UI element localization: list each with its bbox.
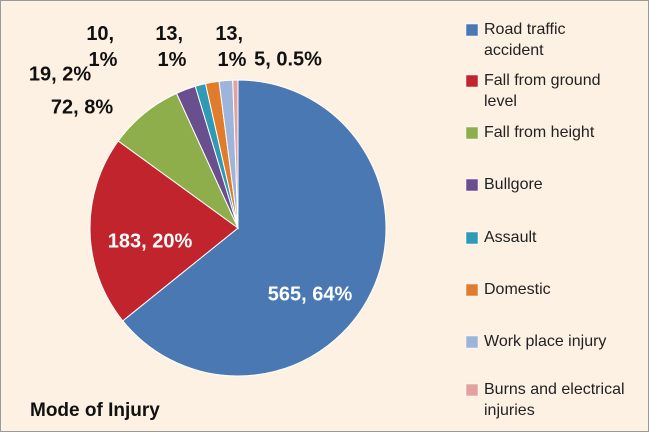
data-label: 10, 1% — [86, 23, 119, 71]
legend-label: Bullgore — [484, 176, 543, 193]
data-label: 565, 64% — [268, 283, 353, 305]
pie-slice — [122, 79, 387, 377]
legend-label: Work place injury — [484, 333, 606, 350]
data-label: 5, 0.5% — [254, 48, 322, 70]
legend-swatch — [465, 23, 479, 37]
legend-swatch — [465, 335, 479, 349]
legend-swatch — [465, 126, 479, 140]
chart-title: Mode of Injury — [30, 400, 160, 421]
pie-slice — [89, 140, 239, 322]
legend-swatch — [465, 283, 479, 297]
data-label: 19, 2% — [29, 63, 91, 85]
legend-label: Assault — [484, 229, 537, 246]
legend-label: Road traffic accident — [484, 21, 570, 59]
data-label: 13, 1% — [215, 23, 248, 71]
legend-label: Domestic — [484, 281, 551, 298]
legend-label: Fall from ground level — [484, 72, 605, 110]
data-label: 13, 1% — [155, 23, 188, 71]
legend-label: Burns and electrical injuries — [484, 381, 629, 419]
legend-swatch — [465, 383, 479, 397]
legend-swatch — [465, 74, 479, 88]
data-label: 183, 20% — [108, 230, 193, 252]
legend-swatch — [465, 178, 479, 192]
data-label: 72, 8% — [51, 96, 113, 118]
pie-slice — [232, 79, 239, 229]
legend-swatch — [465, 231, 479, 245]
legend-label: Fall from height — [484, 124, 595, 141]
